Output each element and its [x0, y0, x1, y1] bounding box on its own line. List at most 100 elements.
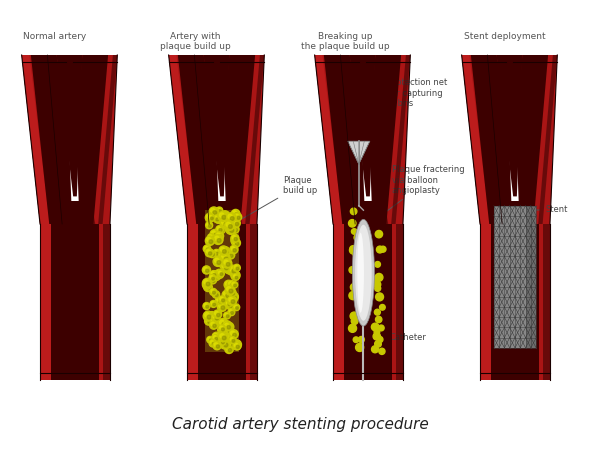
Circle shape — [206, 248, 209, 251]
Circle shape — [216, 207, 223, 214]
Circle shape — [230, 216, 234, 220]
Polygon shape — [396, 224, 403, 380]
Circle shape — [229, 213, 235, 220]
Circle shape — [218, 326, 224, 333]
Circle shape — [373, 333, 380, 340]
Circle shape — [205, 284, 209, 288]
Polygon shape — [502, 55, 535, 224]
Polygon shape — [31, 55, 86, 224]
Circle shape — [235, 222, 239, 226]
Circle shape — [206, 269, 209, 273]
Circle shape — [220, 339, 230, 349]
Circle shape — [225, 218, 228, 221]
Circle shape — [208, 211, 215, 219]
Circle shape — [375, 261, 380, 267]
Circle shape — [220, 218, 230, 228]
Circle shape — [355, 277, 362, 283]
Circle shape — [356, 301, 362, 307]
Circle shape — [215, 236, 219, 241]
Circle shape — [211, 319, 215, 322]
Circle shape — [227, 286, 231, 291]
Circle shape — [358, 336, 364, 343]
Circle shape — [236, 343, 239, 348]
Polygon shape — [352, 55, 410, 224]
Circle shape — [235, 265, 238, 269]
Circle shape — [217, 219, 220, 222]
Circle shape — [221, 229, 224, 232]
Circle shape — [230, 342, 233, 345]
Circle shape — [225, 300, 232, 307]
Circle shape — [211, 237, 214, 240]
Circle shape — [219, 227, 223, 230]
Circle shape — [229, 221, 236, 229]
Polygon shape — [169, 55, 265, 224]
Circle shape — [233, 304, 239, 311]
Polygon shape — [178, 55, 233, 224]
Circle shape — [233, 240, 237, 244]
Circle shape — [222, 336, 226, 340]
Circle shape — [211, 318, 217, 326]
Circle shape — [374, 341, 380, 347]
Circle shape — [377, 336, 383, 343]
Polygon shape — [22, 55, 50, 224]
Circle shape — [227, 329, 234, 335]
Circle shape — [213, 211, 217, 215]
Circle shape — [224, 221, 234, 230]
Circle shape — [206, 215, 211, 219]
Circle shape — [215, 317, 218, 320]
Circle shape — [205, 249, 214, 257]
Polygon shape — [187, 224, 199, 380]
Circle shape — [211, 272, 214, 275]
Circle shape — [224, 215, 228, 219]
Circle shape — [233, 220, 237, 224]
Circle shape — [228, 303, 231, 306]
Polygon shape — [314, 55, 388, 224]
Circle shape — [233, 211, 236, 215]
Circle shape — [231, 225, 239, 233]
Circle shape — [209, 276, 217, 284]
Circle shape — [228, 348, 232, 352]
Circle shape — [350, 208, 357, 215]
Circle shape — [209, 217, 212, 220]
Circle shape — [215, 232, 224, 240]
Circle shape — [224, 217, 228, 221]
Circle shape — [358, 230, 365, 237]
Circle shape — [221, 262, 230, 272]
Circle shape — [221, 341, 224, 344]
Circle shape — [233, 333, 236, 337]
Circle shape — [371, 346, 379, 353]
Circle shape — [228, 220, 237, 229]
Circle shape — [215, 217, 219, 220]
Circle shape — [209, 216, 212, 218]
Circle shape — [349, 247, 357, 254]
Circle shape — [222, 322, 226, 326]
Polygon shape — [205, 210, 239, 352]
Circle shape — [210, 276, 213, 279]
Polygon shape — [526, 206, 536, 348]
Circle shape — [223, 259, 232, 268]
Circle shape — [226, 301, 234, 309]
Text: Catheter: Catheter — [363, 334, 427, 343]
Circle shape — [225, 285, 235, 295]
Circle shape — [353, 281, 360, 288]
Polygon shape — [250, 224, 257, 380]
Circle shape — [230, 254, 233, 257]
Circle shape — [224, 292, 227, 296]
Circle shape — [375, 230, 383, 238]
Polygon shape — [98, 55, 118, 224]
Circle shape — [215, 294, 218, 297]
Polygon shape — [344, 224, 392, 380]
Circle shape — [228, 268, 232, 272]
Circle shape — [212, 313, 220, 321]
Circle shape — [355, 312, 361, 319]
Circle shape — [219, 327, 222, 330]
Circle shape — [229, 341, 236, 348]
Circle shape — [210, 300, 217, 308]
Circle shape — [349, 267, 356, 273]
Polygon shape — [213, 55, 226, 201]
Circle shape — [230, 338, 233, 341]
Circle shape — [215, 296, 224, 304]
Circle shape — [214, 310, 222, 318]
Circle shape — [213, 303, 215, 306]
Circle shape — [226, 328, 230, 331]
